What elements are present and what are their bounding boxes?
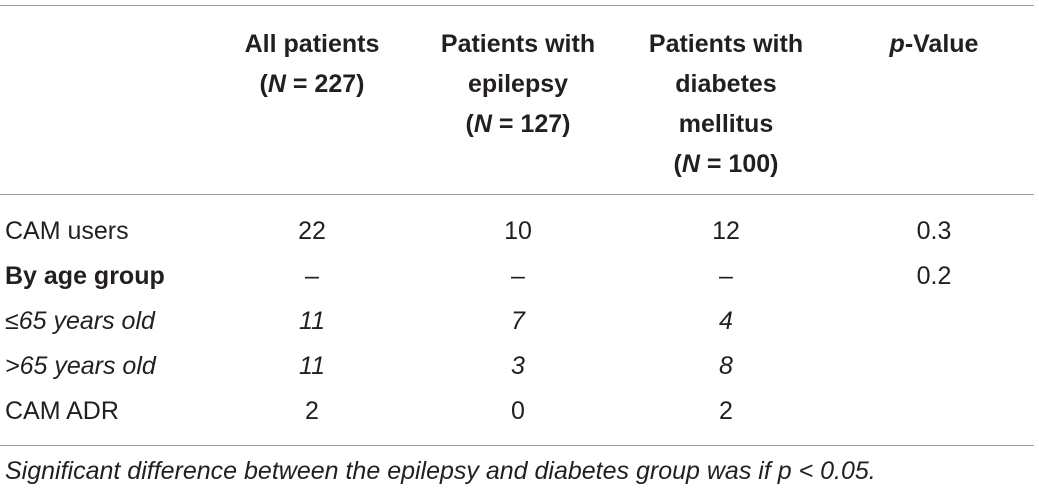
table-row: By age group – – – 0.2 — [0, 254, 1034, 299]
row-label: CAM users — [5, 217, 129, 245]
column-header-all-patients: All patients (N = 227) — [244, 30, 380, 98]
table-cell: 8 — [719, 352, 733, 380]
table-cell: 10 — [504, 217, 532, 245]
table-cell: 3 — [511, 352, 525, 380]
table-cell: 11 — [299, 307, 325, 335]
table-cell: 12 — [712, 217, 740, 245]
table-cell: 2 — [719, 397, 733, 425]
header-divider-rule — [0, 194, 1034, 195]
table-footnote: Significant difference between the epile… — [5, 457, 876, 485]
table-row: CAM ADR 2 0 2 — [0, 389, 1034, 434]
column-header-p-value: p-Value — [889, 30, 979, 58]
row-label: ≤65 years old — [5, 307, 155, 335]
row-label: >65 years old — [5, 352, 156, 380]
table-cell: – — [511, 262, 525, 290]
column-header-epilepsy: Patients with epilepsy (N = 127) — [440, 30, 596, 138]
table-cell: 2 — [305, 397, 319, 425]
table-cell: 7 — [511, 307, 525, 335]
table-row: ≤65 years old 11 7 4 — [0, 299, 1034, 344]
table-cell: 4 — [719, 307, 733, 335]
table-bottom-rule — [0, 445, 1034, 446]
table-cell: 0 — [511, 397, 525, 425]
table-cell: 0.3 — [916, 217, 952, 245]
column-header-diabetes: Patients with diabetes mellitus (N = 100… — [648, 30, 804, 178]
table-top-rule — [0, 5, 1034, 6]
table-cell: 22 — [298, 217, 326, 245]
table-cell: 11 — [299, 352, 325, 380]
table-row: >65 years old 11 3 8 — [0, 344, 1034, 389]
table-row: CAM users 22 10 12 0.3 — [0, 209, 1034, 254]
row-label: By age group — [5, 262, 165, 290]
table-cell: – — [305, 262, 319, 290]
table-cell: 0.2 — [916, 262, 952, 290]
table-cell: – — [719, 262, 733, 290]
row-label: CAM ADR — [5, 397, 119, 425]
